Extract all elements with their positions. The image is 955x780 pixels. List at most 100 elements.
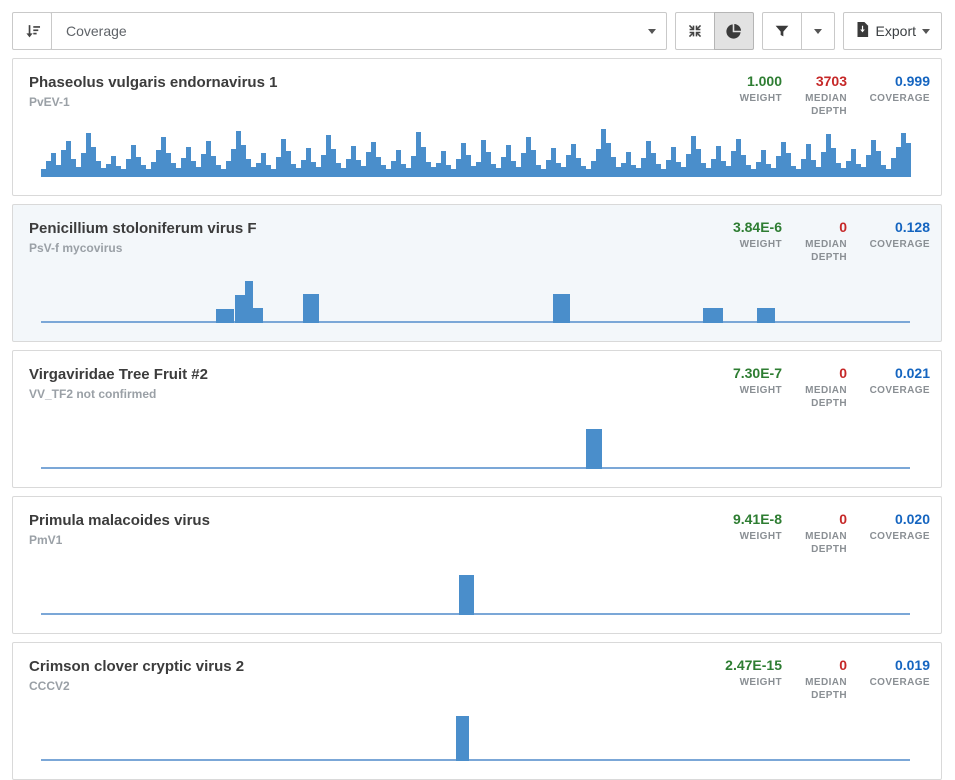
coverage-area-bar xyxy=(526,137,531,177)
coverage-value: 0.019 xyxy=(894,657,930,673)
sort-order-button[interactable] xyxy=(12,12,52,50)
chevron-down-icon xyxy=(647,28,656,34)
weight-label: WEIGHT xyxy=(739,93,782,104)
sort-descending-icon xyxy=(23,22,42,41)
filter-menu-button[interactable] xyxy=(800,12,835,50)
coverage-area-bar xyxy=(556,163,561,177)
coverage-area-bar xyxy=(256,163,261,177)
coverage-area-bar xyxy=(776,156,781,177)
pie-chart-view-button[interactable] xyxy=(713,12,754,50)
filter-button-group xyxy=(761,12,835,50)
coverage-area-bar xyxy=(796,169,801,177)
coverage-area-bar xyxy=(751,169,756,177)
organism-card-virgaviridae[interactable]: Virgaviridae Tree Fruit #2 VV_TF2 not co… xyxy=(12,350,942,488)
coverage-area-bar xyxy=(651,153,656,177)
coverage-area-bar xyxy=(686,154,691,177)
weight-value: 9.41E-8 xyxy=(732,511,782,527)
coverage-area-bar xyxy=(71,159,76,177)
coverage-area-bar xyxy=(271,169,276,177)
weight-value: 1.000 xyxy=(746,73,782,89)
weight-label: WEIGHT xyxy=(739,677,782,688)
coverage-area-bar xyxy=(896,147,901,177)
coverage-area-bar xyxy=(706,168,711,177)
coverage-area-bar xyxy=(436,163,441,177)
coverage-bar xyxy=(456,716,469,761)
coverage-bar xyxy=(303,294,319,323)
coverage-area-bar xyxy=(851,149,856,177)
coverage-area-bar xyxy=(246,159,251,177)
organism-card-crimson-clover[interactable]: Crimson clover cryptic virus 2 CCCV2 2.4… xyxy=(12,642,942,780)
coverage-area-bar xyxy=(521,153,526,177)
coverage-area-bar xyxy=(91,147,96,177)
median-depth-label: MEDIAN DEPTH xyxy=(805,385,847,409)
coverage-area-bar xyxy=(166,153,171,177)
organism-card-phaseolus[interactable]: Phaseolus vulgaris endornavirus 1 PvEV-1… xyxy=(12,58,942,196)
organism-card-penicillium[interactable]: Penicillium stoloniferum virus F PsV-f m… xyxy=(12,204,942,342)
coverage-area-bar xyxy=(311,162,316,177)
coverage-area-bar xyxy=(721,161,726,177)
coverage-area-bar xyxy=(571,144,576,177)
coverage-area-bar xyxy=(461,143,466,177)
card-header: Penicillium stoloniferum virus F PsV-f m… xyxy=(29,219,930,264)
coverage-area-bar xyxy=(536,165,541,177)
stats: 7.30E-7 WEIGHT 0 MEDIAN DEPTH 0.021 COVERAG… xyxy=(713,365,930,410)
coverage-area-bar xyxy=(236,131,241,177)
coverage-area-bar xyxy=(511,161,516,177)
sort-field-select[interactable]: Coverage xyxy=(51,12,667,50)
coverage-area-bar xyxy=(761,150,766,177)
organism-title: Penicillium stoloniferum virus F xyxy=(29,220,257,237)
coverage-area-bar xyxy=(586,169,591,177)
coverage-area-bar xyxy=(681,167,686,177)
coverage-area-bar xyxy=(411,156,416,177)
coverage-area-bar xyxy=(56,165,61,177)
coverage-area-bar xyxy=(786,153,791,177)
coverage-area-bar xyxy=(171,163,176,177)
coverage-bar xyxy=(553,294,570,323)
coverage-area-bar xyxy=(621,163,626,177)
coverage-area-bar xyxy=(41,169,46,177)
coverage-chart xyxy=(41,565,910,615)
coverage-area-bar xyxy=(211,156,216,177)
coverage-bar xyxy=(703,308,723,323)
coverage-area-bar xyxy=(61,150,66,177)
median-depth-label: MEDIAN DEPTH xyxy=(805,239,847,263)
coverage-area-bar xyxy=(516,167,521,177)
coverage-area-bar xyxy=(336,163,341,177)
coverage-area-bar xyxy=(811,160,816,177)
coverage-chart xyxy=(41,273,910,323)
collapse-all-button[interactable] xyxy=(674,12,715,50)
coverage-area-bar xyxy=(366,152,371,177)
coverage-area-bar xyxy=(221,169,226,177)
coverage-area-bar xyxy=(231,149,236,177)
coverage-area-bar xyxy=(821,152,826,177)
coverage-area-bar xyxy=(731,151,736,177)
median-depth-value: 0 xyxy=(839,511,847,527)
coverage-area-bar xyxy=(426,162,431,177)
organism-title: Phaseolus vulgaris endornavirus 1 xyxy=(29,74,278,91)
chevron-down-icon xyxy=(813,28,822,34)
coverage-area-bar xyxy=(646,141,651,177)
export-button[interactable]: Export xyxy=(842,12,942,50)
filter-button[interactable] xyxy=(761,12,802,50)
coverage-area-bar xyxy=(276,157,281,177)
coverage-area-bar xyxy=(886,169,891,177)
coverage-area-bar xyxy=(881,165,886,177)
coverage-area-bar xyxy=(161,137,166,177)
coverage-bar xyxy=(253,308,263,323)
median-depth-value: 0 xyxy=(839,365,847,381)
coverage-area-bar xyxy=(906,143,911,177)
coverage-label: COVERAGE xyxy=(869,93,930,104)
coverage-area-bar xyxy=(396,150,401,177)
stats: 2.47E-15 WEIGHT 0 MEDIAN DEPTH 0.019 COVERA… xyxy=(708,657,930,702)
coverage-area-bar xyxy=(296,168,301,177)
coverage-area-bar xyxy=(356,160,361,177)
coverage-area-bar xyxy=(806,144,811,177)
coverage-area-bar xyxy=(756,162,761,177)
coverage-area-bar xyxy=(326,135,331,177)
coverage-bar xyxy=(757,308,775,323)
coverage-area-bar xyxy=(266,165,271,177)
coverage-area-bar xyxy=(631,165,636,177)
coverage-value: 0.999 xyxy=(894,73,930,89)
organism-card-primula[interactable]: Primula malacoides virus PmV1 9.41E-8 WEI… xyxy=(12,496,942,634)
coverage-area-bar xyxy=(146,169,151,177)
